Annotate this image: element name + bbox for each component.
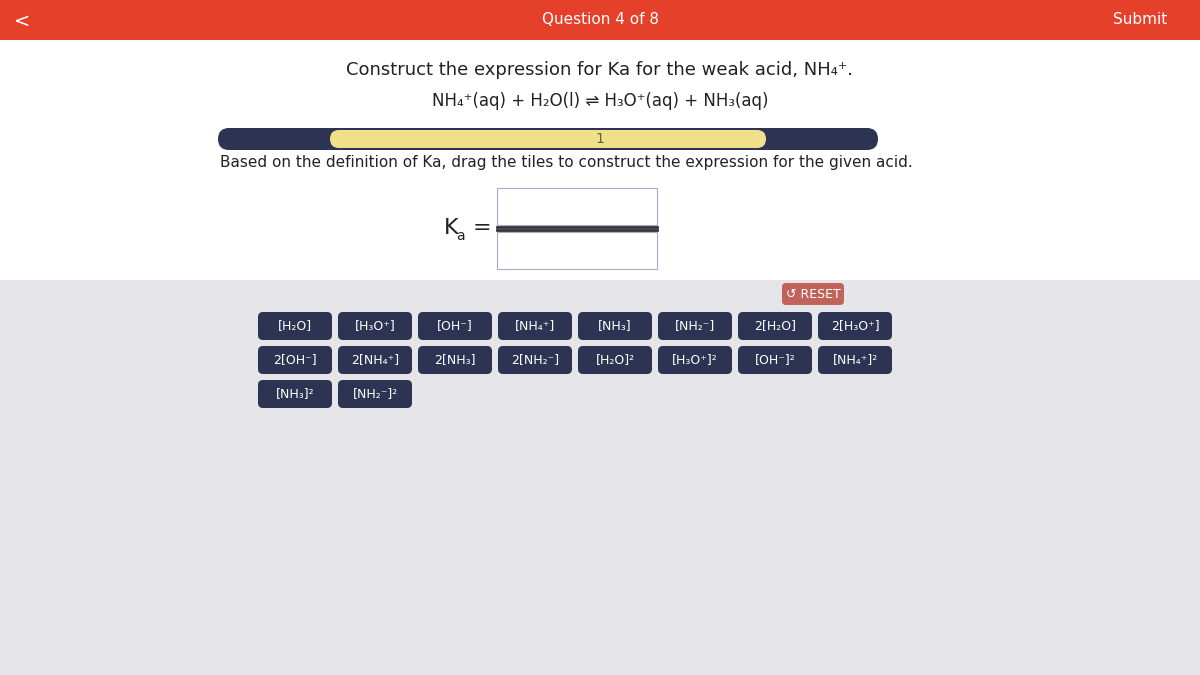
Text: 1: 1 bbox=[595, 132, 605, 146]
Text: [H₃O⁺]: [H₃O⁺] bbox=[355, 319, 395, 333]
FancyBboxPatch shape bbox=[418, 312, 492, 340]
Text: [NH₂⁻]: [NH₂⁻] bbox=[674, 319, 715, 333]
FancyBboxPatch shape bbox=[658, 312, 732, 340]
Text: Construct the expression for Ka for the weak acid, NH₄⁺.: Construct the expression for Ka for the … bbox=[347, 61, 853, 79]
FancyBboxPatch shape bbox=[498, 312, 572, 340]
Text: =: = bbox=[473, 219, 491, 238]
Text: Question 4 of 8: Question 4 of 8 bbox=[541, 13, 659, 28]
FancyBboxPatch shape bbox=[338, 312, 412, 340]
Text: [NH₄⁺]²: [NH₄⁺]² bbox=[833, 354, 877, 367]
FancyBboxPatch shape bbox=[258, 312, 332, 340]
Text: Based on the definition of Ka, drag the tiles to construct the expression for th: Based on the definition of Ka, drag the … bbox=[220, 155, 913, 171]
Text: 2[NH₃]: 2[NH₃] bbox=[434, 354, 475, 367]
Text: K: K bbox=[444, 219, 458, 238]
FancyBboxPatch shape bbox=[818, 346, 892, 374]
Text: NH₄⁺(aq) + H₂O(l) ⇌ H₃O⁺(aq) + NH₃(aq): NH₄⁺(aq) + H₂O(l) ⇌ H₃O⁺(aq) + NH₃(aq) bbox=[432, 92, 768, 110]
Text: 2[H₂O]: 2[H₂O] bbox=[754, 319, 796, 333]
Text: <: < bbox=[14, 11, 30, 30]
FancyBboxPatch shape bbox=[258, 380, 332, 408]
Text: [H₃O⁺]²: [H₃O⁺]² bbox=[672, 354, 718, 367]
Text: [H₂O]: [H₂O] bbox=[278, 319, 312, 333]
Text: 2[NH₂⁻]: 2[NH₂⁻] bbox=[511, 354, 559, 367]
FancyBboxPatch shape bbox=[0, 0, 1200, 40]
Text: 2[NH₄⁺]: 2[NH₄⁺] bbox=[350, 354, 400, 367]
Text: [OH⁻]²: [OH⁻]² bbox=[755, 354, 796, 367]
Text: 2[H₃O⁺]: 2[H₃O⁺] bbox=[830, 319, 880, 333]
Text: [NH₃]: [NH₃] bbox=[598, 319, 632, 333]
Text: [H₂O]²: [H₂O]² bbox=[595, 354, 635, 367]
FancyBboxPatch shape bbox=[258, 346, 332, 374]
Text: 2[OH⁻]: 2[OH⁻] bbox=[274, 354, 317, 367]
Text: [NH₃]²: [NH₃]² bbox=[276, 387, 314, 400]
Text: Submit: Submit bbox=[1112, 13, 1168, 28]
FancyBboxPatch shape bbox=[782, 283, 844, 305]
Text: [NH₂⁻]²: [NH₂⁻]² bbox=[353, 387, 397, 400]
FancyBboxPatch shape bbox=[658, 346, 732, 374]
FancyBboxPatch shape bbox=[578, 346, 652, 374]
FancyBboxPatch shape bbox=[738, 312, 812, 340]
FancyBboxPatch shape bbox=[330, 130, 766, 148]
FancyBboxPatch shape bbox=[578, 312, 652, 340]
FancyBboxPatch shape bbox=[218, 128, 878, 150]
FancyBboxPatch shape bbox=[497, 232, 658, 269]
FancyBboxPatch shape bbox=[497, 188, 658, 225]
FancyBboxPatch shape bbox=[498, 346, 572, 374]
FancyBboxPatch shape bbox=[0, 40, 1200, 280]
FancyBboxPatch shape bbox=[338, 346, 412, 374]
Text: [NH₄⁺]: [NH₄⁺] bbox=[515, 319, 556, 333]
Text: a: a bbox=[456, 229, 464, 242]
FancyBboxPatch shape bbox=[818, 312, 892, 340]
FancyBboxPatch shape bbox=[338, 380, 412, 408]
Text: ↺ RESET: ↺ RESET bbox=[786, 288, 840, 300]
FancyBboxPatch shape bbox=[738, 346, 812, 374]
Text: [OH⁻]: [OH⁻] bbox=[437, 319, 473, 333]
FancyBboxPatch shape bbox=[418, 346, 492, 374]
